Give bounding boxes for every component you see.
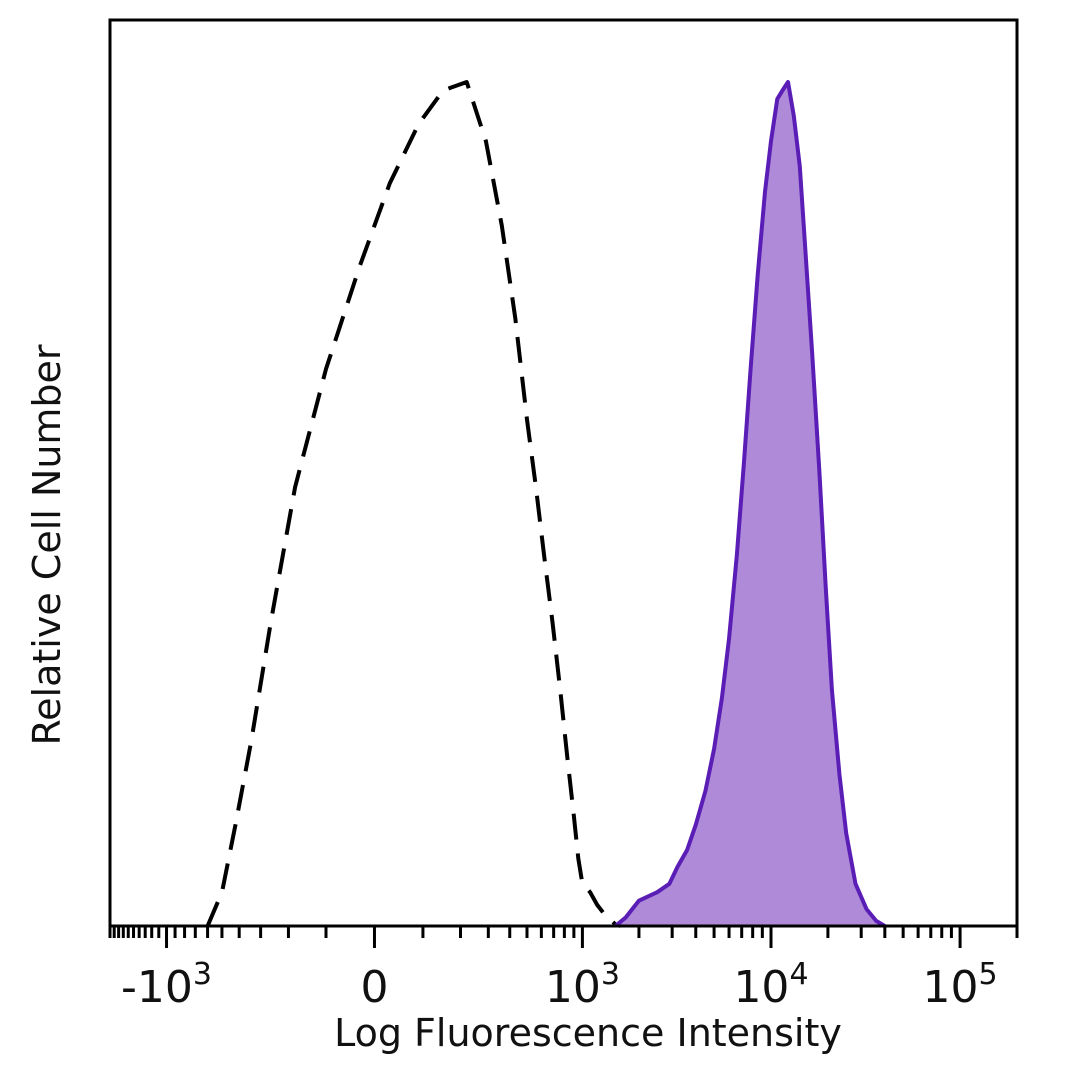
control-histogram-dashed xyxy=(205,80,622,928)
x-tick-label: 103 xyxy=(545,957,620,1013)
x-tick-label: -103 xyxy=(121,957,212,1013)
stained-histogram-fill xyxy=(615,82,885,926)
x-axis-label: Log Fluorescence Intensity xyxy=(334,1011,842,1055)
x-tick-label: 105 xyxy=(923,957,998,1013)
x-axis-tick-labels: -103 0 103 104 105 xyxy=(121,957,998,1013)
stained-histogram-outline xyxy=(614,80,886,928)
x-tick-label: 0 xyxy=(360,962,388,1013)
y-axis-label: Relative Cell Number xyxy=(25,344,69,745)
x-axis-ticks xyxy=(108,926,1019,948)
x-tick-label: 104 xyxy=(733,957,808,1013)
